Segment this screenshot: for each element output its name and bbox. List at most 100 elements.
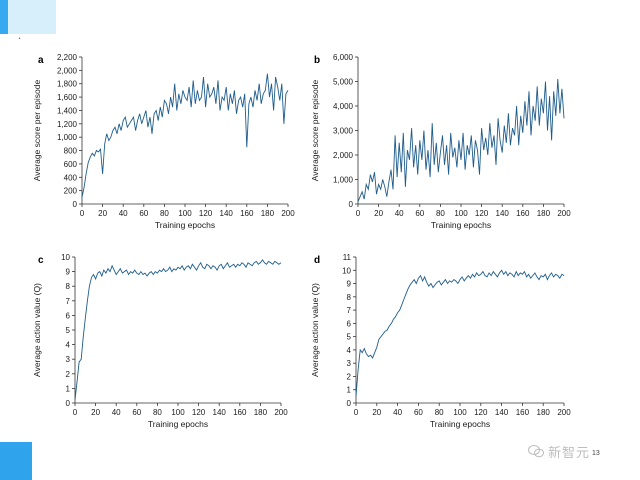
panel-letter-b: b <box>314 55 320 66</box>
y-tick-label: 7 <box>66 297 71 306</box>
y-tick-label: 4 <box>347 346 352 355</box>
y-tick-label: 3 <box>66 355 71 364</box>
x-tick-label: 200 <box>281 209 295 218</box>
x-tick-label: 0 <box>73 408 78 417</box>
y-tick-label: 200 <box>64 187 78 196</box>
y-tick-label: 4,000 <box>333 102 354 111</box>
corner-mark: ˔ <box>18 32 21 42</box>
x-tick-label: 60 <box>132 408 141 417</box>
page-number: 13 <box>592 450 600 457</box>
y-tick-label: 3 <box>347 359 352 368</box>
x-tick-label: 120 <box>199 209 213 218</box>
y-tick-label: 8 <box>66 282 71 291</box>
y-tick-label: 2 <box>347 372 352 381</box>
y-axis-title: Average action value (Q) <box>32 283 42 377</box>
y-tick-label: 10 <box>342 266 351 275</box>
y-tick-label: 0 <box>349 200 354 209</box>
x-tick-label: 0 <box>356 209 361 218</box>
y-tick-label: 6 <box>66 311 71 320</box>
x-tick-label: 160 <box>516 408 530 417</box>
y-tick-label: 1 <box>66 384 71 393</box>
y-axis-title: Average score per episode <box>32 80 42 182</box>
y-axis-title: Average score per episode <box>310 80 320 182</box>
x-tick-label: 60 <box>415 209 424 218</box>
y-tick-label: 3,000 <box>333 127 354 136</box>
x-tick-label: 60 <box>139 209 148 218</box>
y-tick-label: 1,800 <box>57 80 78 89</box>
x-tick-label: 40 <box>393 408 402 417</box>
x-tick-label: 80 <box>153 408 162 417</box>
x-tick-label: 180 <box>537 209 551 218</box>
x-tick-label: 0 <box>80 209 85 218</box>
x-tick-label: 140 <box>496 209 510 218</box>
y-tick-label: 5 <box>66 326 71 335</box>
x-tick-label: 160 <box>516 209 530 218</box>
x-tick-label: 20 <box>98 209 107 218</box>
x-tick-label: 160 <box>233 408 247 417</box>
y-tick-label: 600 <box>64 160 78 169</box>
x-axis-title: Training epochs <box>148 419 208 429</box>
y-tick-label: 7 <box>347 306 352 315</box>
x-tick-label: 20 <box>374 209 383 218</box>
y-tick-label: 10 <box>61 253 70 262</box>
x-tick-label: 140 <box>213 408 227 417</box>
x-tick-label: 40 <box>112 408 121 417</box>
y-tick-label: 0 <box>73 200 78 209</box>
y-tick-label: 2,200 <box>57 53 78 62</box>
y-tick-label: 0 <box>66 399 71 408</box>
y-tick-label: 0 <box>347 399 352 408</box>
x-tick-label: 80 <box>435 408 444 417</box>
y-tick-label: 2,000 <box>57 66 78 75</box>
x-tick-label: 120 <box>474 408 488 417</box>
x-tick-label: 40 <box>119 209 128 218</box>
y-tick-label: 6,000 <box>333 53 354 62</box>
watermark: 新智元 <box>528 438 618 464</box>
y-tick-label: 800 <box>64 147 78 156</box>
x-axis-title: Training epochs <box>430 419 490 429</box>
x-tick-label: 80 <box>436 209 445 218</box>
x-tick-label: 200 <box>274 408 288 417</box>
y-tick-label: 1 <box>347 386 352 395</box>
x-tick-label: 0 <box>354 408 359 417</box>
x-tick-label: 180 <box>254 408 268 417</box>
y-tick-label: 11 <box>343 253 352 262</box>
x-tick-label: 160 <box>240 209 254 218</box>
y-axis-title: Average action value (Q) <box>310 283 320 377</box>
x-tick-label: 180 <box>537 408 551 417</box>
x-axis-title: Training epochs <box>155 220 215 230</box>
chat-bubble-icon <box>528 445 544 458</box>
series-line-c <box>74 259 282 401</box>
accent-block-top <box>0 0 56 34</box>
panel-letter-c: c <box>38 255 44 266</box>
y-tick-label: 2,000 <box>333 151 354 160</box>
x-tick-label: 100 <box>454 209 468 218</box>
series-line-a <box>81 73 289 198</box>
y-tick-label: 8 <box>347 293 352 302</box>
panel-letter-a: a <box>38 55 44 66</box>
x-tick-label: 100 <box>178 209 192 218</box>
y-tick-label: 1,000 <box>333 176 354 185</box>
accent-block-top-inner <box>8 0 56 34</box>
x-tick-label: 100 <box>171 408 185 417</box>
series-line-b <box>357 78 565 202</box>
y-tick-label: 5,000 <box>333 78 354 87</box>
x-tick-label: 20 <box>91 408 100 417</box>
x-tick-label: 20 <box>372 408 381 417</box>
y-tick-label: 400 <box>64 173 78 182</box>
y-tick-label: 9 <box>66 268 71 277</box>
y-tick-label: 1,600 <box>57 93 78 102</box>
series-line-d <box>355 269 565 397</box>
y-tick-label: 9 <box>347 280 352 289</box>
y-tick-label: 1,000 <box>57 133 78 142</box>
y-tick-label: 5 <box>347 333 352 342</box>
x-tick-label: 140 <box>220 209 234 218</box>
x-tick-label: 80 <box>160 209 169 218</box>
x-tick-label: 140 <box>495 408 509 417</box>
watermark-text: 新智元 <box>548 444 591 460</box>
x-tick-label: 60 <box>414 408 423 417</box>
x-tick-label: 120 <box>475 209 489 218</box>
x-tick-label: 100 <box>453 408 467 417</box>
x-tick-label: 180 <box>261 209 275 218</box>
y-tick-label: 6 <box>347 319 352 328</box>
